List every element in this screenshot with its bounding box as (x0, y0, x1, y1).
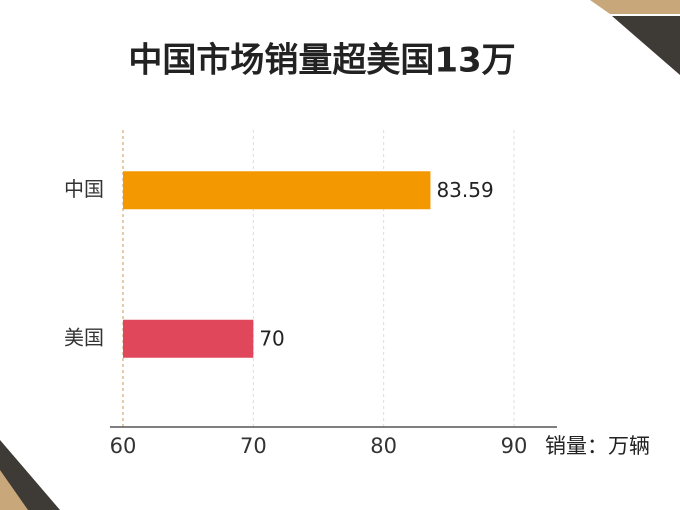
corner-decoration (590, 0, 680, 14)
bar (123, 319, 254, 358)
value-label: 83.59 (436, 178, 493, 202)
y-tick-label: 美国 (64, 325, 104, 349)
x-tick-label: 70 (240, 434, 267, 458)
x-tick-label: 60 (110, 434, 137, 458)
corner-decoration (612, 16, 680, 75)
value-label: 70 (259, 326, 284, 350)
x-tick-label: 80 (370, 434, 397, 458)
x-tick-label: 90 (501, 434, 528, 458)
y-tick-label: 中国 (64, 177, 104, 201)
bar (123, 171, 431, 210)
x-axis-title: 销量：万辆 (545, 434, 650, 458)
corner-decoration (0, 470, 28, 510)
chart-title: 中国市场销量超美国13万 (128, 41, 515, 81)
